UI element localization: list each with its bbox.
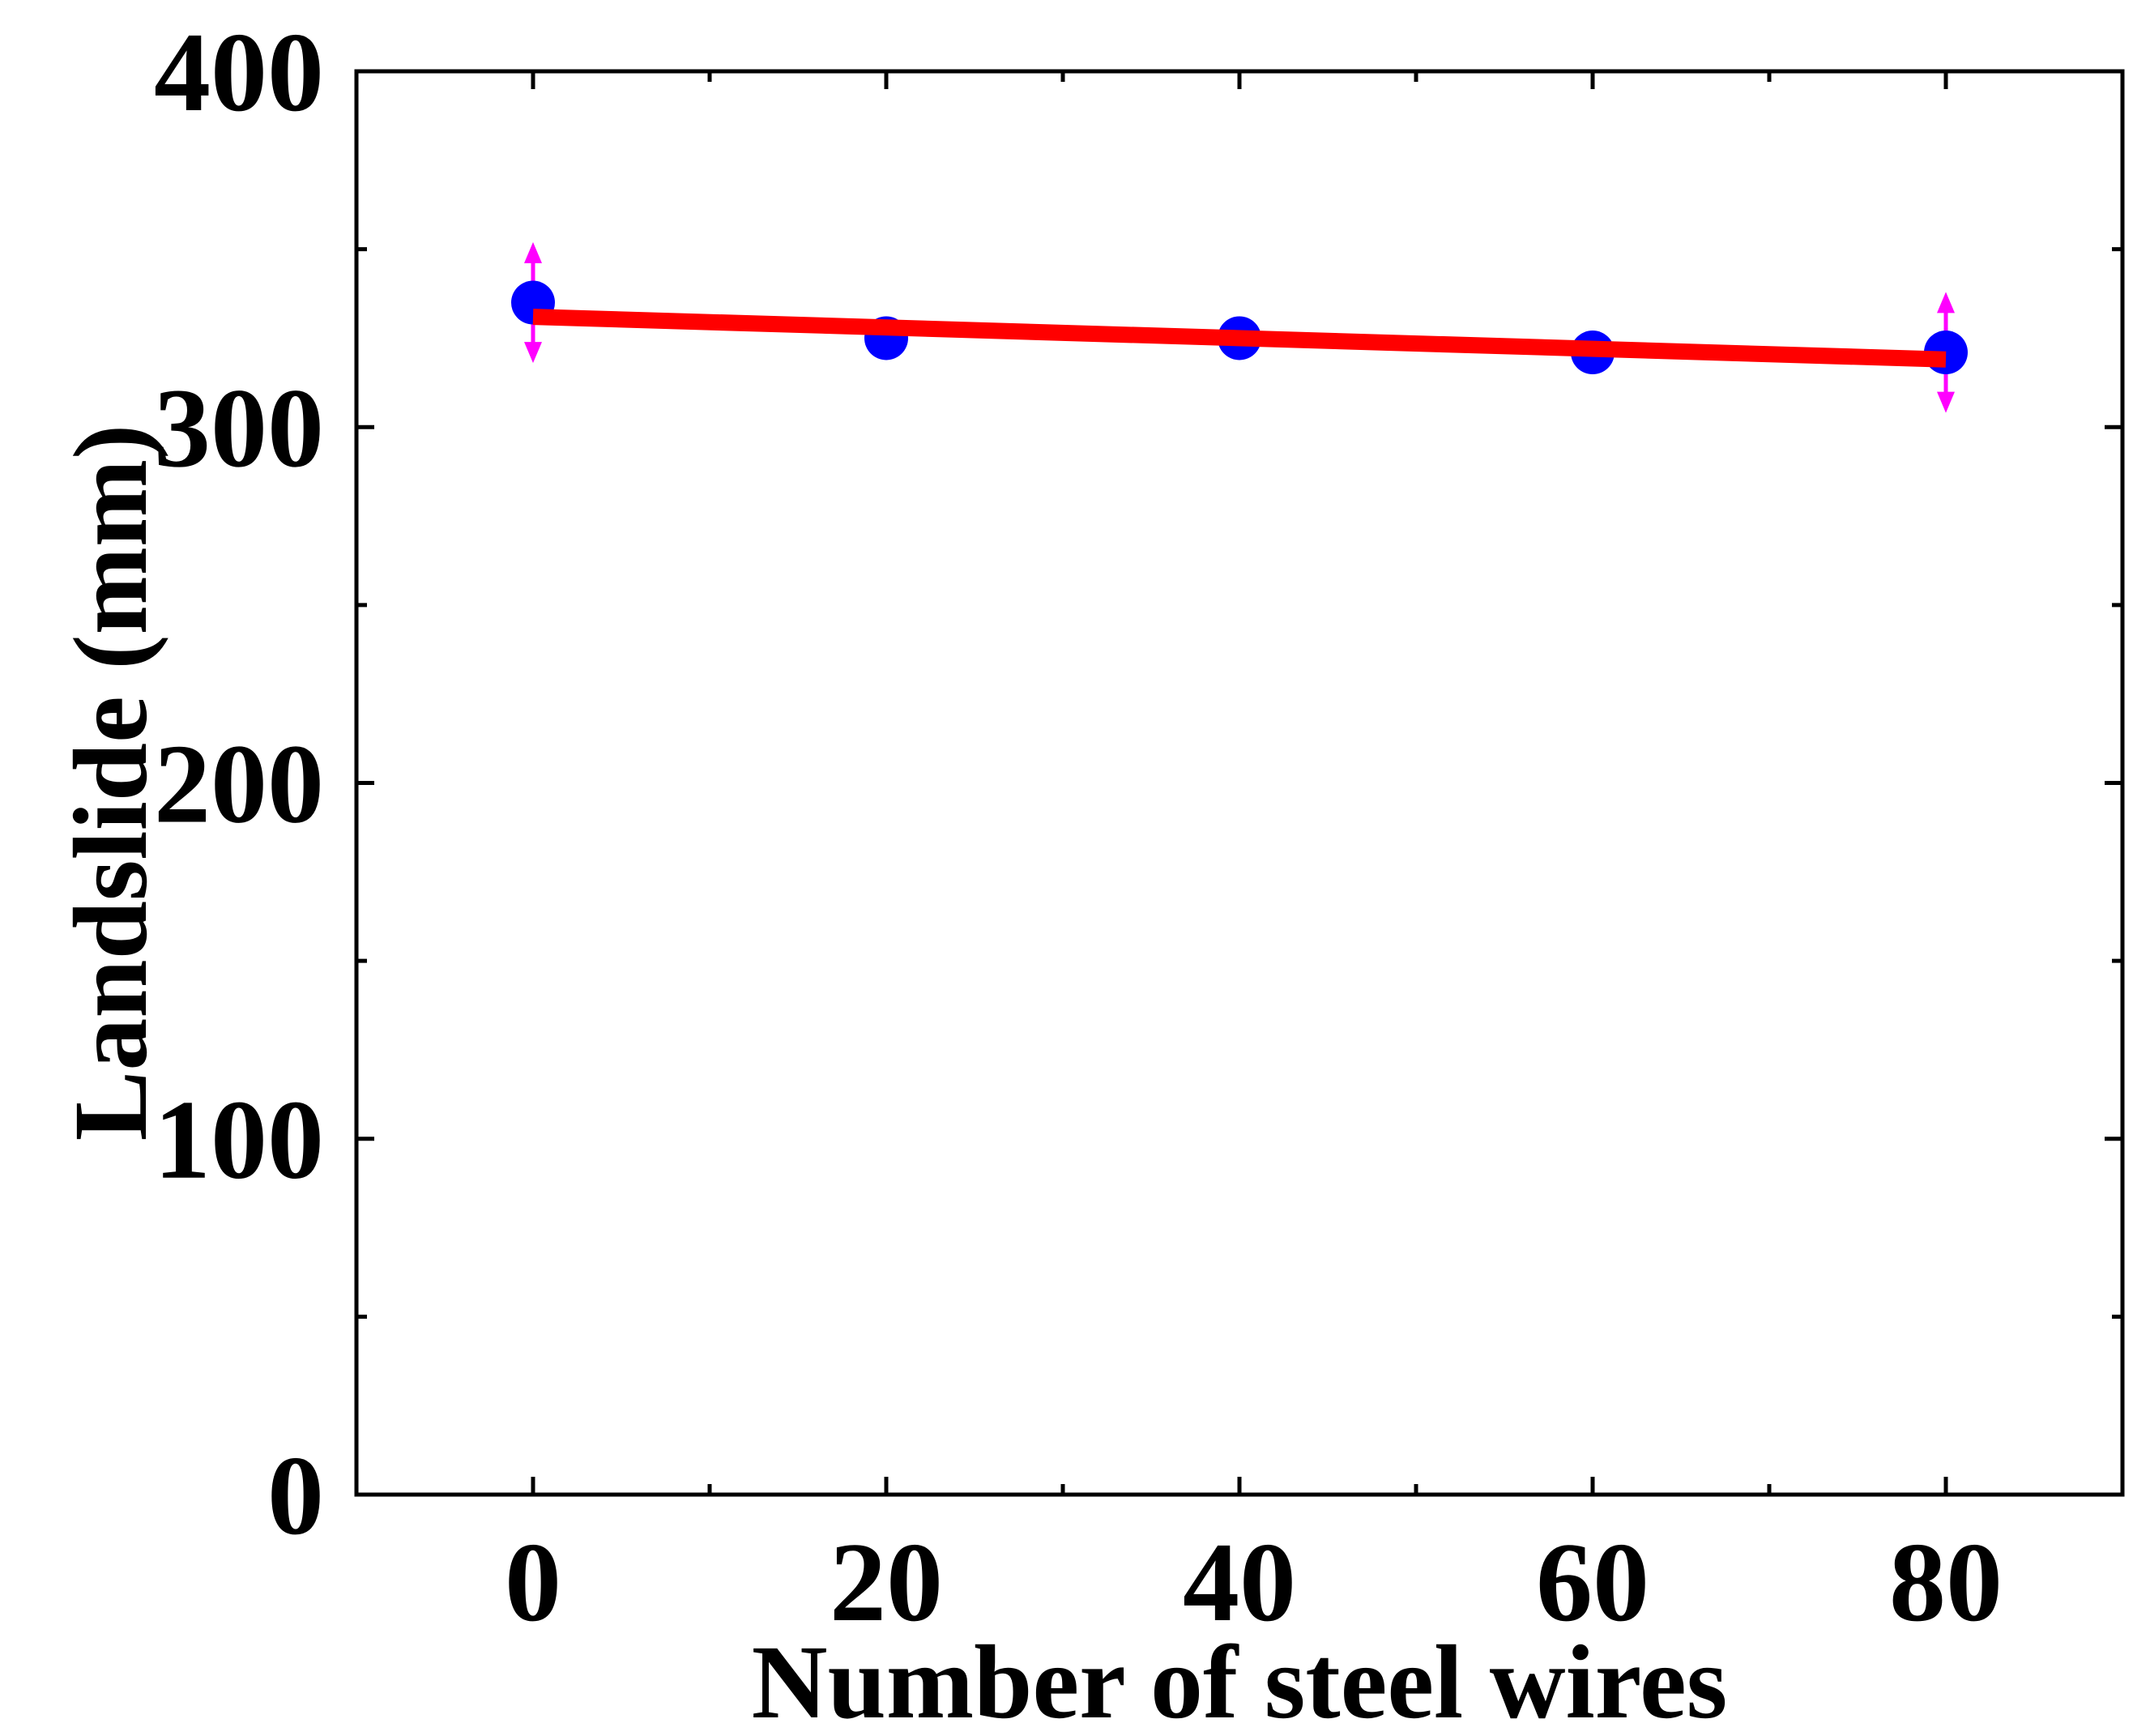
axis-tick-labels: 0 20 40 60 80 0 100 200 300 400 [154,10,2003,1645]
x-tick-label: 40 [1183,1520,1296,1645]
fit-line [532,309,1947,368]
y-axis-label: Landslide (mm) [53,424,169,1141]
x-tick-label: 0 [505,1520,561,1645]
x-tick-label: 60 [1536,1520,1649,1645]
y-tick-label: 400 [154,10,324,135]
x-tick-label: 20 [830,1520,943,1645]
error-bar-cap-top [524,241,542,263]
x-tick-label: 80 [1889,1520,2003,1645]
error-bar-cap-top [1937,292,1955,314]
axis-ticks [356,69,2122,1497]
y-tick-label: 300 [154,365,324,491]
x-axis-label: Number of steel wires [752,1624,1728,1736]
y-tick-label: 0 [267,1433,324,1559]
y-tick-label: 200 [154,722,324,847]
plot-frame [354,69,2125,1497]
error-bar-cap-bottom [1937,391,1955,413]
y-tick-label: 100 [154,1077,324,1203]
error-bar-cap-bottom [524,342,542,364]
fit-layer [532,309,1947,368]
